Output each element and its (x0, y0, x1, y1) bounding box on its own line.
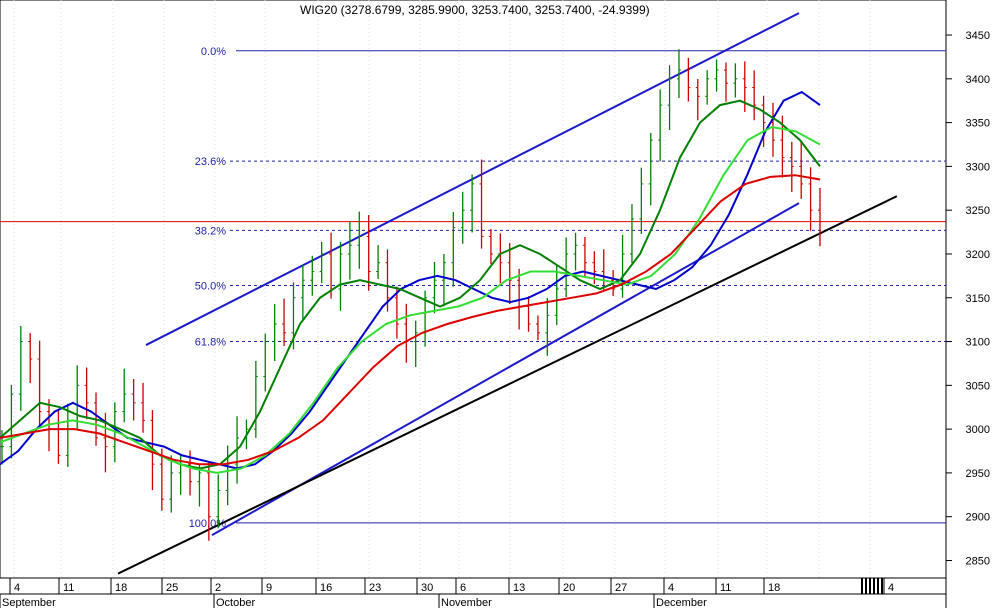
y-tick-label: 3300 (966, 161, 990, 173)
y-tick-label: 2900 (966, 512, 990, 524)
x-tick-label: 18 (768, 582, 780, 594)
x-tick-label: 18 (115, 582, 127, 594)
x-tick-label: 9 (266, 582, 272, 594)
chart-title: WIG20 (3278.6799, 3285.9900, 3253.7400, … (300, 3, 650, 17)
y-tick-label: 3100 (966, 337, 990, 349)
x-tick-label: 16 (320, 582, 332, 594)
y-tick-label: 3350 (966, 118, 990, 130)
x-month-label: December (656, 597, 707, 608)
fibonacci-level-label: 23.6% (195, 156, 226, 168)
y-tick-label: 2850 (966, 555, 990, 567)
trendline-support (117, 195, 898, 575)
fibonacci-level-label: 61.8% (195, 337, 226, 349)
x-month-label: November (441, 597, 492, 608)
x-month-label: September (2, 597, 56, 608)
y-tick-label: 3150 (966, 293, 990, 305)
y-tick-label: 3400 (966, 74, 990, 86)
x-tick-label: 27 (615, 582, 627, 594)
fibonacci-level-label: 50.0% (195, 280, 226, 292)
moving-average-line (0, 174, 821, 466)
x-tick-label: 30 (421, 582, 433, 594)
fibonacci-level-label: 0.0% (201, 46, 226, 58)
x-tick-label: 4 (888, 582, 894, 594)
x-tick-label: 4 (668, 582, 674, 594)
y-tick-label: 3000 (966, 424, 990, 436)
x-tick-label: 6 (460, 582, 466, 594)
x-tick-label: 20 (563, 582, 575, 594)
y-tick-label: 3050 (966, 380, 990, 392)
x-month-label: October (216, 597, 255, 608)
fibonacci-level-label: 38.2% (195, 225, 226, 237)
x-tick-label: 11 (63, 582, 74, 594)
y-tick-label: 3450 (966, 30, 990, 42)
x-tick-label: 4 (14, 582, 20, 594)
x-tick-label: 2 (215, 582, 221, 594)
x-tick-label: 25 (166, 582, 178, 594)
moving-average-line (0, 90, 821, 470)
x-tick-label: 11 (720, 582, 731, 594)
x-tick-label: 23 (369, 582, 381, 594)
moving-average-line (0, 99, 821, 470)
y-tick-label: 2950 (966, 468, 990, 480)
y-tick-label: 3250 (966, 205, 990, 217)
y-tick-label: 3200 (966, 249, 990, 261)
x-tick-label: 13 (513, 582, 525, 594)
